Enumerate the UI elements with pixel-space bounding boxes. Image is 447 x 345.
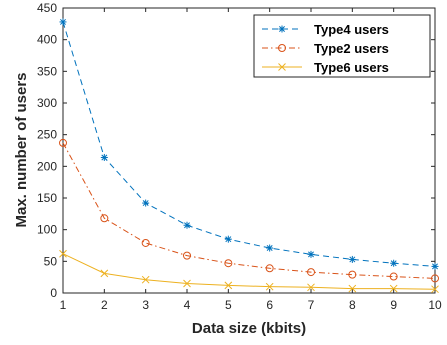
x-tick-label: 2 bbox=[101, 298, 108, 312]
y-tick-label: 350 bbox=[37, 64, 57, 78]
data-point bbox=[141, 238, 150, 247]
series-line bbox=[62, 142, 436, 279]
legend-label: Type6 users bbox=[314, 60, 389, 75]
data-point bbox=[183, 279, 191, 288]
y-tick-label: 450 bbox=[37, 1, 57, 15]
x-tick-label: 9 bbox=[390, 298, 397, 312]
y-tick-label: 150 bbox=[37, 191, 57, 205]
y-axis-title: Max. number of users bbox=[13, 72, 30, 227]
data-point bbox=[265, 264, 274, 273]
legend-entry: Type6 users bbox=[262, 60, 389, 75]
data-point bbox=[183, 221, 191, 229]
data-point bbox=[431, 262, 439, 270]
y-tick-label: 100 bbox=[37, 223, 57, 237]
y-tick-label: 250 bbox=[37, 128, 57, 142]
legend-marker bbox=[278, 44, 286, 52]
data-point bbox=[224, 281, 233, 290]
data-point bbox=[100, 269, 109, 278]
x-tick-label: 6 bbox=[266, 298, 273, 312]
y-tick-label: 300 bbox=[37, 96, 57, 110]
y-tick-label: 0 bbox=[50, 286, 57, 300]
data-point bbox=[59, 138, 67, 147]
legend: Type4 users Type2 users Type6 users bbox=[253, 14, 431, 78]
x-tick-label: 5 bbox=[225, 298, 232, 312]
data-point bbox=[431, 285, 439, 294]
y-tick-label: 200 bbox=[37, 159, 57, 173]
x-tick-label: 1 bbox=[60, 298, 67, 312]
data-point bbox=[307, 283, 315, 292]
x-tick-label: 7 bbox=[308, 298, 315, 312]
data-point bbox=[389, 284, 398, 293]
data-point bbox=[183, 251, 191, 260]
x-tick-label: 10 bbox=[428, 298, 442, 312]
data-point bbox=[348, 284, 357, 293]
data-point bbox=[390, 259, 398, 267]
legend-entry: Type4 users bbox=[262, 22, 389, 37]
y-tick-label: 50 bbox=[44, 254, 58, 268]
legend-label: Type4 users bbox=[314, 22, 389, 37]
legend-marker bbox=[278, 25, 286, 33]
x-tick-label: 3 bbox=[142, 298, 149, 312]
data-point bbox=[348, 255, 356, 263]
data-point bbox=[142, 199, 150, 207]
legend-entry: Type2 users bbox=[262, 41, 389, 56]
data-point bbox=[224, 259, 233, 268]
data-point bbox=[307, 268, 315, 277]
data-point bbox=[224, 235, 232, 243]
data-point bbox=[59, 18, 67, 26]
y-tick-label: 400 bbox=[37, 33, 57, 47]
legend-marker bbox=[278, 63, 286, 71]
data-point bbox=[348, 270, 357, 279]
data-point bbox=[389, 272, 398, 281]
series-3 bbox=[59, 249, 439, 294]
data-point bbox=[266, 244, 274, 252]
series-1 bbox=[59, 18, 439, 270]
series-line bbox=[62, 253, 436, 290]
x-tick-label: 8 bbox=[349, 298, 356, 312]
data-point bbox=[307, 250, 315, 258]
data-point bbox=[59, 249, 67, 258]
series-2 bbox=[59, 138, 439, 283]
data-point bbox=[265, 282, 274, 291]
data-point bbox=[100, 153, 108, 161]
series-line bbox=[62, 21, 436, 267]
x-axis-title: Data size (kbits) bbox=[192, 320, 306, 337]
data-point bbox=[431, 274, 439, 283]
data-point bbox=[141, 275, 150, 284]
legend-label: Type2 users bbox=[314, 41, 389, 56]
x-tick-label: 4 bbox=[184, 298, 191, 312]
series-layer bbox=[59, 18, 439, 294]
data-point bbox=[100, 214, 109, 223]
